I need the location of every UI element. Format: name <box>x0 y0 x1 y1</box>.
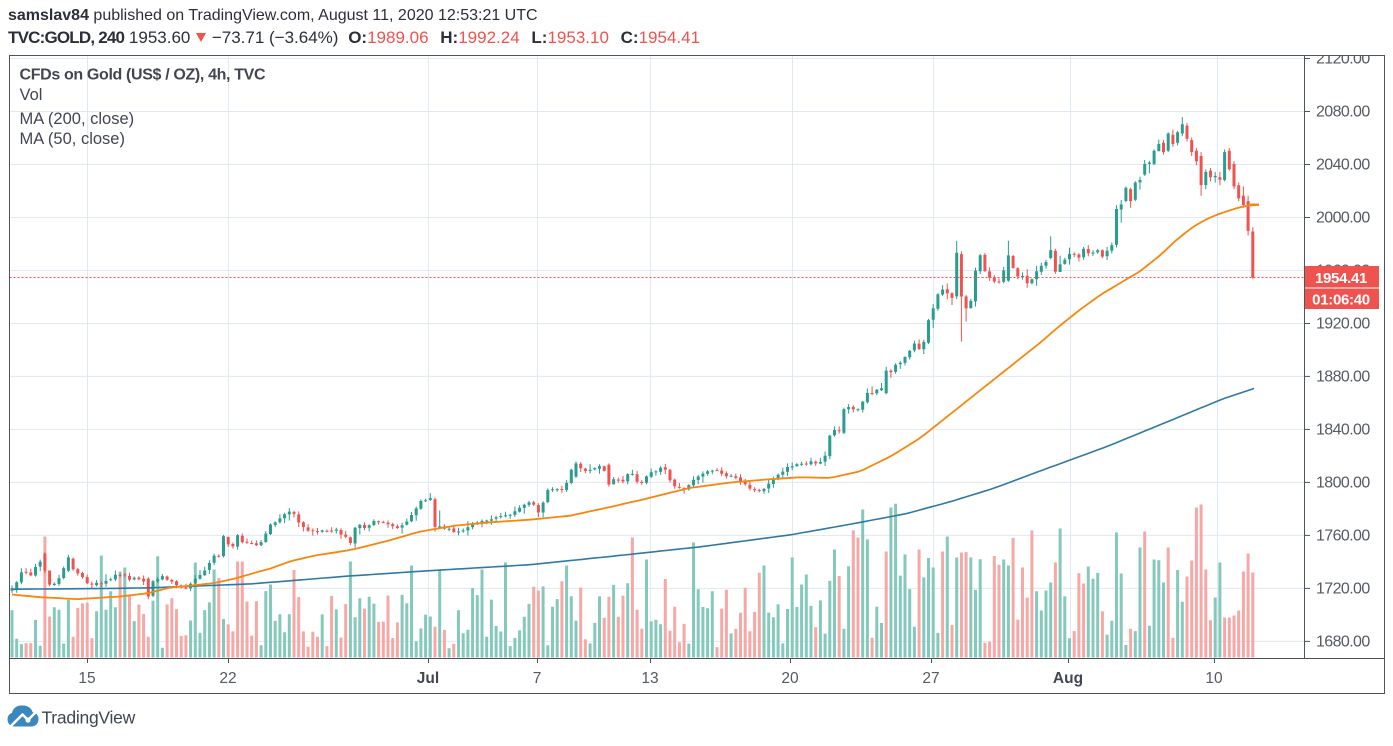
svg-text:Aug: Aug <box>1053 670 1083 687</box>
svg-text:2120.00: 2120.00 <box>1316 51 1370 68</box>
svg-text:2000.00: 2000.00 <box>1316 210 1370 227</box>
svg-text:10: 10 <box>1205 670 1223 687</box>
svg-text:13: 13 <box>641 670 658 687</box>
svg-text:20: 20 <box>781 670 799 687</box>
svg-text:MA (200, close): MA (200, close) <box>20 110 135 128</box>
svg-text:2040.00: 2040.00 <box>1316 157 1370 174</box>
svg-text:1954.41: 1954.41 <box>1315 270 1367 287</box>
svg-text:1840.00: 1840.00 <box>1316 421 1370 438</box>
svg-text:7: 7 <box>533 670 542 687</box>
svg-text:Jul: Jul <box>417 670 439 687</box>
svg-text:1880.00: 1880.00 <box>1316 368 1370 385</box>
svg-text:1680.00: 1680.00 <box>1316 633 1370 650</box>
svg-text:TradingView: TradingView <box>42 708 136 728</box>
svg-text:1800.00: 1800.00 <box>1316 474 1370 491</box>
svg-text:15: 15 <box>78 670 95 687</box>
svg-text:2080.00: 2080.00 <box>1316 104 1370 121</box>
svg-text:27: 27 <box>922 670 939 687</box>
svg-text:1720.00: 1720.00 <box>1316 580 1370 597</box>
svg-text:1760.00: 1760.00 <box>1316 527 1370 544</box>
svg-text:01:06:40: 01:06:40 <box>1312 291 1370 308</box>
svg-text:1920.00: 1920.00 <box>1316 316 1370 333</box>
svg-text:22: 22 <box>219 670 236 687</box>
svg-text:Vol: Vol <box>20 86 43 104</box>
svg-text:MA (50, close): MA (50, close) <box>20 130 125 148</box>
svg-text:CFDs on Gold (US$ / OZ), 4h, T: CFDs on Gold (US$ / OZ), 4h, TVC <box>20 67 266 84</box>
